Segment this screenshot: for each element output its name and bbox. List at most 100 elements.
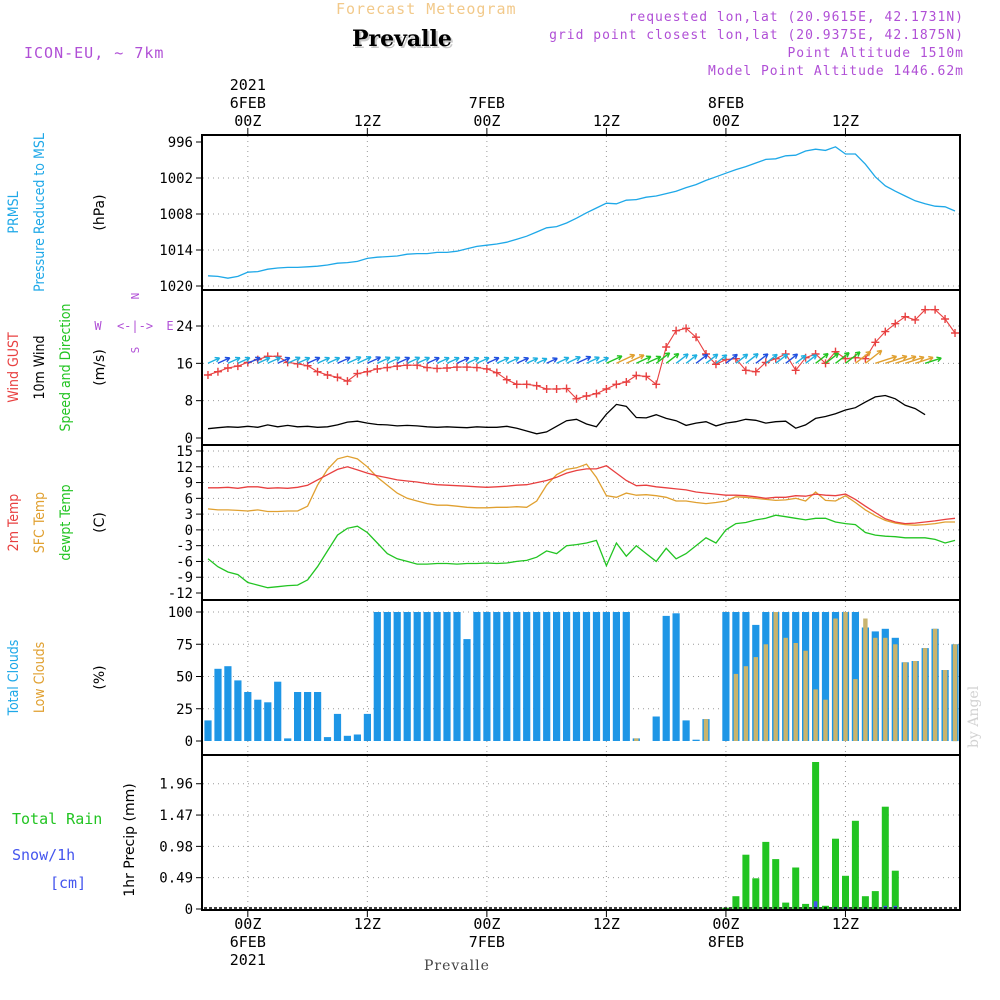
total-clouds-bar bbox=[812, 612, 820, 741]
precip-ytick-label: 0.49 bbox=[159, 871, 193, 887]
temp-panel-frame bbox=[201, 444, 961, 601]
wind-direction-arrow-icon bbox=[257, 356, 271, 364]
bottom-time-label: 12Z bbox=[593, 915, 620, 933]
temp-ytick-label: 0 bbox=[185, 523, 193, 539]
wind-gust-point bbox=[941, 315, 950, 323]
total-clouds-bar bbox=[373, 612, 381, 741]
grid-point-coordinates: grid point closest lon,lat (20.9375E, 42… bbox=[549, 28, 964, 43]
pressure-ytick-label: 1008 bbox=[159, 207, 193, 223]
wind-gust-point bbox=[751, 367, 760, 376]
wind-direction-arrow-icon bbox=[436, 356, 450, 364]
low-clouds-bar bbox=[932, 628, 938, 741]
wind-gust-point bbox=[213, 367, 222, 376]
top-time-label: 8FEB bbox=[708, 94, 744, 112]
wind-direction-arrow-icon bbox=[755, 353, 769, 364]
bottom-time-label: 2021 bbox=[230, 951, 266, 969]
wind-direction-arrow-icon bbox=[337, 356, 351, 364]
rain-bar bbox=[732, 896, 740, 909]
wind-direction-arrow-icon bbox=[645, 355, 662, 364]
low-clouds-bar bbox=[634, 738, 639, 741]
wind-direction-arrow-icon bbox=[875, 354, 898, 364]
wind-series-label: Wind GUST bbox=[6, 332, 22, 403]
temp-unit-label: (C) bbox=[92, 512, 108, 533]
wind-direction-arrow-icon bbox=[287, 356, 301, 364]
wind-direction-arrow-icon bbox=[396, 356, 411, 364]
wind-gust-point bbox=[323, 371, 332, 379]
temp-ytick-label: 12 bbox=[176, 460, 193, 476]
low-clouds-bar bbox=[793, 643, 798, 741]
wind-direction-arrow-icon bbox=[446, 356, 460, 364]
total-clouds-bar bbox=[403, 612, 411, 741]
wind-direction-arrow-icon bbox=[655, 352, 671, 364]
rain-bar bbox=[842, 875, 849, 909]
total-clouds-bar bbox=[423, 612, 431, 741]
wind-direction-arrow-icon bbox=[297, 356, 311, 364]
wind-direction-arrow-icon bbox=[616, 353, 636, 364]
wind-direction-arrow-icon bbox=[347, 356, 362, 364]
temp-series-label: SFC Temp bbox=[32, 492, 48, 553]
low-clouds-bar bbox=[873, 637, 878, 741]
bottom-time-label: 00Z bbox=[473, 915, 500, 933]
requested-coordinates: requested lon,lat (20.9615E, 42.1731N) bbox=[628, 10, 964, 25]
wind-direction-arrow-icon bbox=[506, 356, 520, 364]
total-clouds-bar bbox=[503, 612, 511, 741]
wind-unit-label: (m/s) bbox=[92, 349, 108, 386]
wind-direction-arrow-icon bbox=[576, 355, 592, 364]
wind-direction-arrow-icon bbox=[864, 349, 883, 364]
wind-gust-point bbox=[602, 385, 611, 393]
total-clouds-bar bbox=[533, 612, 541, 741]
total-clouds-bar bbox=[662, 615, 670, 741]
rain-bar bbox=[782, 902, 790, 909]
model-point-altitude: Model Point Altitude 1446.62m bbox=[708, 64, 964, 79]
total-clouds-bar bbox=[722, 612, 730, 741]
precip-panel-frame bbox=[201, 754, 961, 911]
temp-ytick-label: -3 bbox=[176, 539, 193, 555]
wind-direction-arrow-icon bbox=[377, 356, 391, 364]
total-clouds-bar bbox=[493, 612, 501, 741]
bottom-time-label: 00Z bbox=[234, 915, 261, 933]
wind-ytick-label: 24 bbox=[176, 319, 193, 335]
wind-gust-point bbox=[223, 364, 232, 372]
total-clouds-bar bbox=[483, 612, 491, 741]
wind-direction-arrow-icon bbox=[466, 356, 480, 364]
top-time-label: 12Z bbox=[593, 112, 620, 130]
total-clouds-bar bbox=[284, 738, 292, 741]
wind-gust-point bbox=[482, 364, 491, 373]
total-clouds-bar bbox=[294, 692, 302, 741]
top-time-label: 00Z bbox=[473, 112, 500, 130]
wind-direction-arrow-icon bbox=[596, 356, 610, 364]
bottom-time-label: 8FEB bbox=[708, 933, 744, 951]
wind-gust-point bbox=[522, 380, 531, 389]
wind-gust-point bbox=[652, 380, 661, 389]
wind-gust-point bbox=[343, 377, 352, 386]
pressure-ytick-label: 1020 bbox=[159, 279, 193, 295]
low-clouds-bar bbox=[743, 666, 749, 741]
wind-ytick-label: 0 bbox=[185, 431, 193, 447]
rain-bar bbox=[802, 903, 810, 909]
rain-bar bbox=[772, 859, 780, 909]
bottom-time-label: 6FEB bbox=[230, 933, 266, 951]
rain-bar bbox=[891, 870, 899, 909]
wind-direction-arrow-icon bbox=[745, 353, 759, 364]
wind-gust-point bbox=[901, 312, 910, 321]
temp-ytick-label: 9 bbox=[185, 476, 193, 492]
low-clouds-bar bbox=[922, 648, 928, 741]
total-clouds-bar bbox=[274, 681, 282, 741]
low-clouds-bar bbox=[813, 689, 818, 741]
bottom-time-label: 7FEB bbox=[469, 933, 505, 951]
pressure-line bbox=[207, 146, 956, 279]
bottom-time-label: 12Z bbox=[354, 915, 381, 933]
precip-snow-unit-label: [cm] bbox=[50, 874, 86, 892]
wind-direction-arrow-icon bbox=[636, 355, 652, 364]
wind-direction-arrow-icon bbox=[775, 353, 789, 364]
wind-gust-point bbox=[791, 366, 800, 375]
bottom-time-label: 12Z bbox=[832, 915, 859, 933]
compass-arrow-icon: <-|-> bbox=[117, 319, 153, 333]
wind-direction-arrow-icon bbox=[914, 355, 934, 364]
wind-direction-arrow-icon bbox=[904, 355, 925, 364]
total-clouds-bar bbox=[333, 713, 342, 741]
wind-direction-arrow-icon bbox=[725, 353, 738, 364]
precip-rain-label: Total Rain bbox=[12, 810, 102, 828]
wind-direction-arrow-icon bbox=[307, 356, 321, 364]
total-clouds-bar bbox=[592, 612, 601, 741]
